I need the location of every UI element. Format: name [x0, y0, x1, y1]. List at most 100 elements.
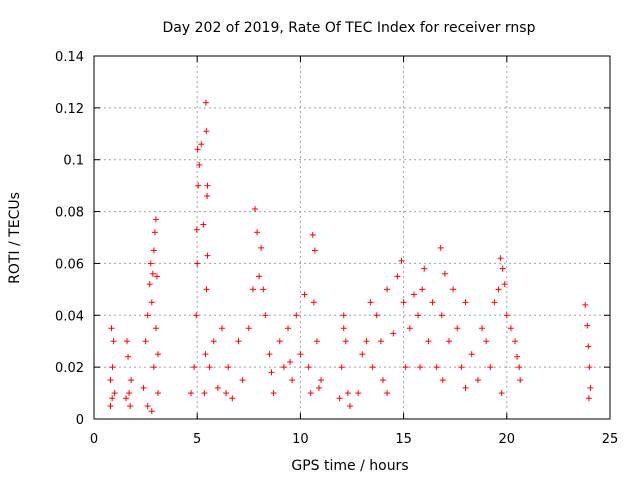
data-point: [270, 390, 277, 397]
data-point: [373, 312, 380, 319]
data-point: [210, 338, 217, 345]
data-point: [487, 364, 494, 371]
data-point: [410, 291, 417, 298]
data-point: [394, 273, 401, 280]
data-point: [419, 286, 426, 293]
data-point: [517, 377, 524, 384]
data-point: [462, 299, 469, 306]
data-point: [108, 325, 115, 332]
data-point: [144, 403, 151, 410]
data-point: [202, 351, 209, 358]
data-point: [151, 229, 158, 236]
data-point: [340, 325, 347, 332]
data-point: [188, 390, 195, 397]
data-point: [196, 161, 203, 168]
tick-labels: 0 5 10 15 20 25 0 0.02 0.04 0.06 0.08 0.1 0.12 0.14: [55, 50, 618, 447]
y-tick-label: 0.14: [55, 50, 84, 65]
data-point: [191, 364, 198, 371]
data-point: [154, 351, 161, 358]
data-point: [340, 312, 347, 319]
data-point: [109, 395, 116, 402]
y-tick-label: 0.04: [55, 309, 84, 324]
data-point: [377, 338, 384, 345]
data-point: [384, 390, 391, 397]
data-point: [516, 364, 523, 371]
data-point: [305, 364, 312, 371]
data-point: [398, 257, 405, 264]
x-axis-label: GPS time / hours: [291, 458, 408, 474]
data-point: [310, 299, 317, 306]
data-point: [454, 325, 461, 332]
data-point: [280, 364, 287, 371]
data-point: [203, 286, 210, 293]
x-tick-label: 15: [395, 432, 412, 447]
data-point: [150, 364, 157, 371]
data-point: [491, 299, 498, 306]
data-point: [338, 364, 345, 371]
data-point: [148, 408, 155, 415]
data-point: [152, 325, 159, 332]
chart-title: Day 202 of 2019, Rate Of TEC Index for r…: [163, 20, 536, 36]
data-point: [311, 247, 318, 254]
data-point: [584, 322, 591, 329]
data-point: [458, 364, 465, 371]
data-point: [152, 216, 159, 223]
data-point: [223, 390, 230, 397]
data-point: [126, 390, 133, 397]
axis-ticks: [93, 55, 611, 420]
data-point: [363, 338, 370, 345]
data-point: [200, 221, 207, 228]
data-point: [415, 312, 422, 319]
data-point: [268, 369, 275, 376]
data-point: [249, 286, 256, 293]
y-tick-label: 0.12: [55, 102, 84, 117]
data-point: [297, 351, 304, 358]
y-tick-label: 0: [76, 413, 84, 428]
data-point: [229, 395, 236, 402]
data-point: [204, 252, 211, 259]
data-points: [107, 99, 594, 415]
data-point: [367, 299, 374, 306]
data-point: [266, 351, 273, 358]
data-point: [342, 338, 349, 345]
data-point: [146, 281, 153, 288]
data-point: [402, 364, 409, 371]
data-point: [148, 299, 155, 306]
data-point: [109, 364, 116, 371]
data-point: [307, 390, 314, 397]
x-tick-label: 25: [602, 432, 619, 447]
x-tick-label: 20: [499, 432, 516, 447]
data-point: [585, 343, 592, 350]
data-point: [203, 128, 210, 135]
data-point: [204, 193, 211, 200]
plot-frame: [93, 55, 611, 420]
data-point: [446, 338, 453, 345]
data-point: [193, 312, 200, 319]
data-point: [154, 390, 161, 397]
data-point: [439, 377, 446, 384]
data-point: [140, 384, 147, 391]
data-point: [429, 299, 436, 306]
data-point: [245, 325, 252, 332]
data-point: [309, 231, 316, 238]
data-point: [346, 403, 353, 410]
data-point: [251, 205, 258, 212]
data-point: [110, 338, 117, 345]
data-point: [421, 265, 428, 272]
data-point: [254, 229, 261, 236]
data-point: [206, 364, 213, 371]
y-tick-label: 0.02: [55, 361, 84, 376]
data-point: [107, 377, 114, 384]
data-point: [153, 273, 160, 280]
data-point: [301, 291, 308, 298]
data-point: [313, 338, 320, 345]
data-point: [512, 338, 519, 345]
data-point: [293, 312, 300, 319]
data-point: [315, 384, 322, 391]
data-point: [433, 364, 440, 371]
data-point: [276, 338, 283, 345]
data-point: [417, 364, 424, 371]
data-point: [359, 351, 366, 358]
data-point: [503, 312, 510, 319]
